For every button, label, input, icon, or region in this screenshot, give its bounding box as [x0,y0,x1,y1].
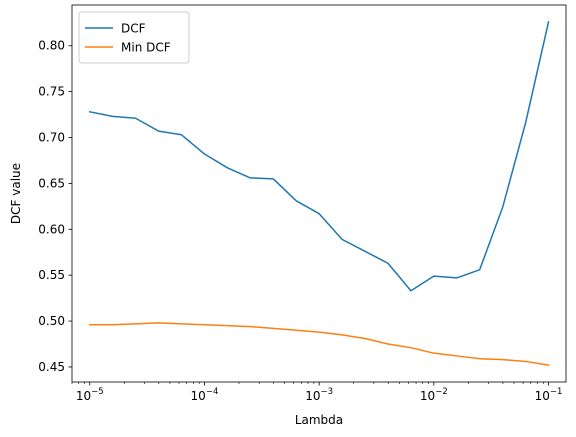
series-line-0 [88,20,550,292]
y-tick-label: 0.75 [38,85,65,99]
x-tick-label: 10−4 [191,387,219,403]
series-layer [88,20,550,366]
x-tick-label: 10−1 [535,387,563,403]
series-line-1 [89,322,550,366]
x-axis: 10−5 10−4 10−3 10−2 10−1 [71,382,563,403]
y-axis: 0.45 0.50 0.55 0.60 0.65 0.70 0.75 0.80 [38,39,72,374]
y-tick-label: 0.55 [38,268,65,282]
x-tick-label: 10−2 [420,387,448,403]
y-tick-label: 0.70 [38,131,65,145]
y-tick-label: 0.45 [38,360,65,374]
y-axis-label: DCF value [9,163,23,224]
x-tick-label: 10−3 [305,387,333,403]
x-tick-label: 10−5 [76,387,104,403]
y-tick-label: 0.80 [38,39,65,53]
legend-box [78,11,190,64]
y-tick-label: 0.65 [38,176,65,190]
legend: DCF Min DCF [78,11,190,64]
y-tick-label: 0.50 [38,314,65,328]
legend-label-0: DCF [121,22,146,36]
legend-label-1: Min DCF [121,41,171,55]
y-tick-label: 0.60 [38,222,65,236]
x-axis-label: Lambda [295,413,343,427]
